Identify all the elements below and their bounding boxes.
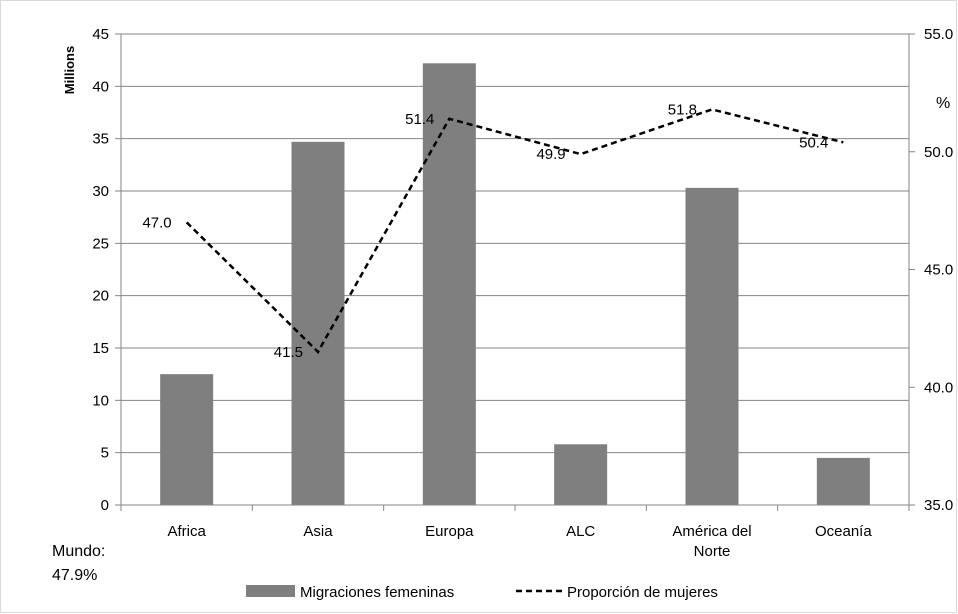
y-left-tick-label: 20 [92, 288, 109, 305]
bar-series [160, 63, 870, 506]
y-left-tick-label: 45 [92, 26, 109, 43]
x-tick-label: Asia [303, 523, 333, 540]
line-data-label: 41.5 [274, 344, 303, 361]
y-right-tick-label: 55.0 [924, 26, 953, 43]
y-left-tick-label: 35 [92, 131, 109, 148]
y-left-tick-label: 5 [101, 445, 109, 462]
line-data-label: 47.0 [142, 214, 171, 231]
world-average-label: Mundo: [52, 543, 106, 560]
world-average-note: Mundo: 47.9% [52, 540, 105, 588]
x-tick-label: Europa [425, 523, 474, 540]
y-left-tick-label: 10 [92, 392, 109, 409]
world-average-value: 47.9% [52, 567, 98, 584]
legend-bar-label: Migraciones femeninas [300, 584, 454, 601]
proportion-line [185, 108, 844, 354]
y-left-tick-label: 40 [92, 78, 109, 95]
line-data-label: 51.4 [405, 111, 434, 128]
y-right-tick-label: 45.0 [924, 262, 953, 279]
legend-line-label: Proporción de mujeres [567, 584, 718, 601]
y-left-tick-label: 0 [101, 497, 109, 514]
bar [554, 444, 608, 505]
bar [816, 457, 870, 505]
y-right-tick-label: 50.0 [924, 144, 953, 161]
legend: Migraciones femeninas Proporción de muje… [246, 584, 718, 601]
y-left-tick-label: 15 [92, 340, 109, 357]
line-data-label: 50.4 [799, 134, 828, 151]
bar [160, 374, 214, 505]
data-labels: 47.0 41.5 51.4 49.9 51.8 50.4 [142, 101, 828, 361]
x-tick-label: ALC [566, 523, 595, 540]
bar [685, 187, 739, 506]
line-data-label: 51.8 [668, 101, 697, 118]
y-left-tick-label: 30 [92, 183, 109, 200]
y-right-tick-label: 40.0 [924, 379, 953, 396]
legend-bar-swatch [246, 585, 295, 597]
line-data-label: 49.9 [536, 146, 565, 163]
x-tick-label: Africa [167, 523, 206, 540]
x-tick-label: América del [672, 523, 751, 540]
bar [422, 63, 476, 505]
line-series [185, 108, 844, 354]
gridlines [121, 33, 909, 454]
x-tick-label: Norte [694, 543, 731, 560]
y-axis-right-title: % [936, 95, 950, 112]
y-right-tick-label: 35.0 [924, 497, 953, 514]
bar [291, 141, 345, 505]
y-left-tick-label: 25 [92, 235, 109, 252]
axes: 0 5 10 15 20 25 30 35 40 45 35.0 40.0 45.0 50.0 55.0 Af… [92, 26, 953, 560]
y-axis-left-title: Millions [62, 46, 77, 94]
x-tick-label: Oceanía [815, 523, 872, 540]
